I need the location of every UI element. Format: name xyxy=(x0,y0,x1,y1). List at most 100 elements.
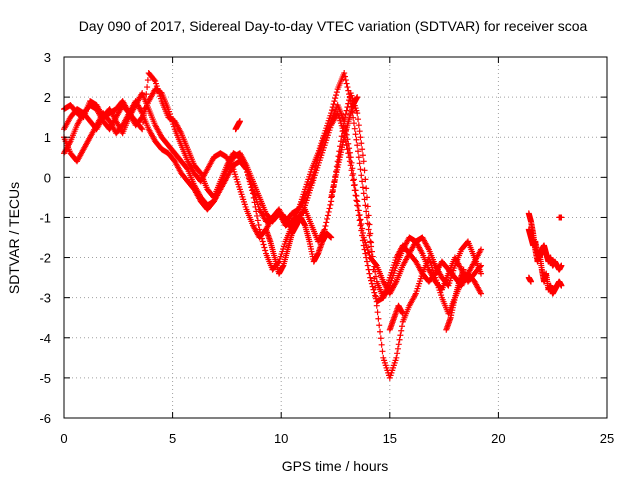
y-tick-label: 1 xyxy=(44,130,51,145)
data-point xyxy=(342,73,349,80)
data-point xyxy=(325,208,332,215)
data-point xyxy=(346,149,353,156)
data-point xyxy=(377,335,384,342)
data-point xyxy=(247,181,254,188)
data-point xyxy=(355,116,362,123)
data-point xyxy=(245,172,252,179)
data-point xyxy=(328,107,335,114)
data-series xyxy=(262,214,335,277)
data-point xyxy=(399,310,406,317)
y-tick-label: 3 xyxy=(44,50,51,65)
data-series xyxy=(525,226,565,273)
data-point xyxy=(333,92,340,99)
data-point xyxy=(262,247,269,254)
data-point xyxy=(331,98,338,105)
data-point xyxy=(248,184,255,191)
data-point xyxy=(310,172,317,179)
data-point xyxy=(328,234,335,241)
data-point xyxy=(367,230,374,237)
data-point xyxy=(242,165,249,172)
data-point xyxy=(369,257,376,264)
data-point xyxy=(363,208,370,215)
data-points xyxy=(61,70,565,381)
data-point xyxy=(351,125,358,132)
data-point xyxy=(249,187,256,194)
data-point xyxy=(252,203,259,210)
data-point xyxy=(372,284,379,291)
data-point xyxy=(358,172,365,179)
data-point xyxy=(362,176,369,183)
data-point xyxy=(460,266,467,273)
data-point xyxy=(236,118,243,125)
data-point xyxy=(321,226,328,233)
data-point xyxy=(366,221,373,228)
data-point xyxy=(258,232,265,239)
data-point xyxy=(250,194,257,201)
y-tick-label: -4 xyxy=(39,331,51,346)
data-point xyxy=(368,277,375,284)
data-point xyxy=(363,258,370,265)
data-point xyxy=(342,77,349,84)
data-point xyxy=(379,348,386,355)
data-point xyxy=(246,178,253,185)
data-point xyxy=(360,190,367,197)
data-point xyxy=(253,208,260,215)
y-tick-label: -1 xyxy=(39,210,51,225)
data-point xyxy=(351,181,358,188)
data-point xyxy=(478,270,485,277)
data-point xyxy=(327,201,334,208)
data-point xyxy=(372,261,379,268)
data-point xyxy=(363,194,370,201)
data-point xyxy=(309,175,316,182)
x-axis-label: GPS time / hours xyxy=(282,458,389,474)
data-point xyxy=(368,248,375,255)
data-point xyxy=(350,177,357,184)
data-point xyxy=(256,226,263,233)
data-point xyxy=(330,101,337,108)
data-point xyxy=(371,289,378,296)
data-point xyxy=(254,212,261,219)
data-point xyxy=(368,280,375,287)
x-tick-label: 5 xyxy=(169,431,176,446)
y-axis-label: SDTVAR / TECUs xyxy=(6,182,22,294)
data-point xyxy=(326,205,333,212)
data-point xyxy=(358,140,365,147)
data-point xyxy=(257,229,264,236)
data-point xyxy=(374,309,381,316)
data-point xyxy=(258,235,265,242)
x-tick-label: 15 xyxy=(383,431,397,446)
data-point xyxy=(323,219,330,226)
y-tick-label: -2 xyxy=(39,251,51,266)
data-point xyxy=(357,166,364,173)
data-point xyxy=(244,169,251,176)
data-point xyxy=(343,80,350,87)
data-point xyxy=(341,70,348,77)
data-point xyxy=(354,110,361,117)
data-point xyxy=(260,241,267,248)
data-point xyxy=(397,332,404,339)
data-point xyxy=(333,89,340,96)
data-point xyxy=(350,120,357,127)
data-point xyxy=(255,221,262,228)
data-point xyxy=(354,198,361,205)
data-point xyxy=(558,262,565,269)
data-point xyxy=(261,244,268,251)
data-point xyxy=(342,111,349,118)
data-series xyxy=(328,94,361,201)
data-point xyxy=(359,146,366,153)
data-point xyxy=(311,169,318,176)
data-point xyxy=(394,345,401,352)
data-point xyxy=(324,212,331,219)
data-point xyxy=(144,84,151,91)
data-point xyxy=(558,214,565,221)
data-point xyxy=(358,220,365,227)
data-point xyxy=(312,163,319,170)
data-point xyxy=(144,77,151,84)
data-point xyxy=(355,148,362,155)
data-point xyxy=(372,293,379,300)
data-point xyxy=(352,131,359,138)
data-point xyxy=(353,136,360,143)
data-point xyxy=(356,217,363,224)
data-point xyxy=(376,322,383,329)
